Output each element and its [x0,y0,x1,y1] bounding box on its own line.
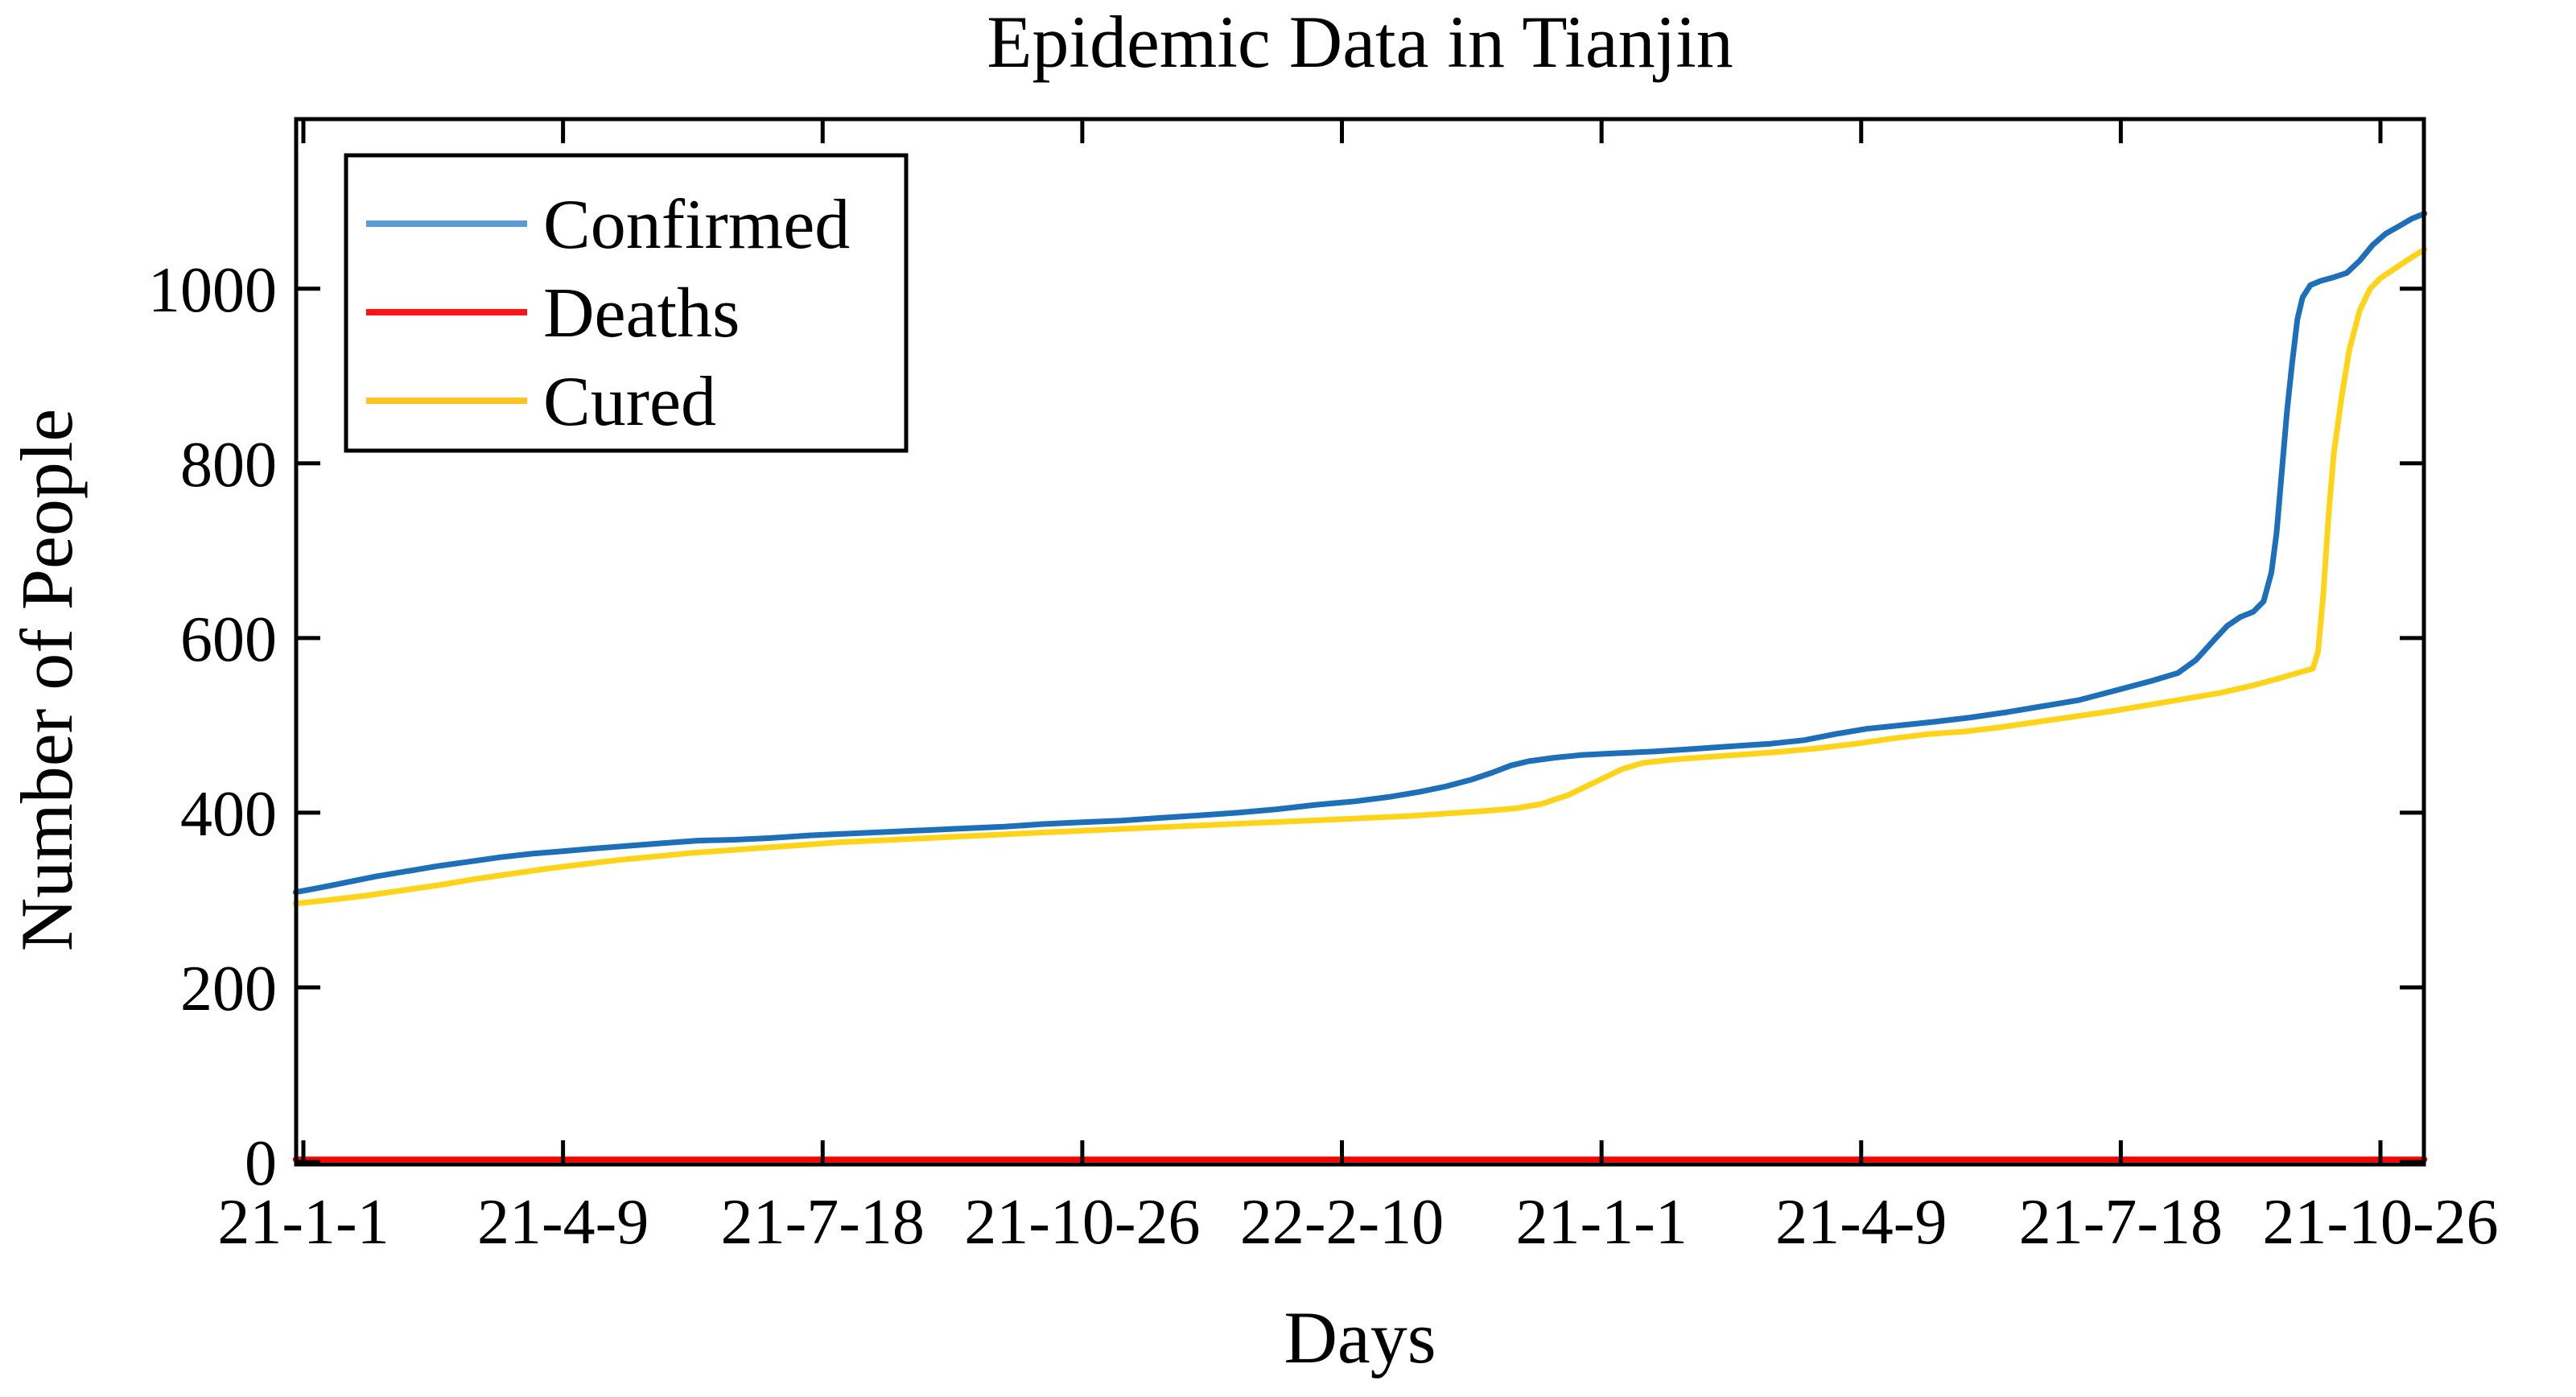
x-tick-label: 21-1-1 [217,1187,389,1258]
axes [294,117,2426,1167]
plot-border [294,117,2426,1167]
x-tick-label: 21-4-9 [1775,1187,1947,1258]
series-line-confirmed [292,210,2428,896]
x-tick-label: 21-4-9 [477,1187,649,1258]
legend-label-confirmed: Confirmed [543,186,850,264]
x-tick-label: 21-7-18 [2019,1187,2223,1258]
x-tick-label: 21-10-26 [2262,1187,2498,1258]
y-tick-label: 0 [245,1128,277,1199]
x-tick-label: 21-10-26 [964,1187,1200,1258]
x-tick-label: 21-1-1 [1515,1187,1687,1258]
y-tick-label: 1000 [148,255,277,326]
x-axis-label: Days [1284,1296,1436,1378]
x-tick-label: 21-7-18 [721,1187,925,1258]
series-line-cured [292,246,2428,907]
chart-title: Epidemic Data in Tianjin [987,1,1733,83]
legend-label-deaths: Deaths [543,274,740,352]
tick-labels: 21-1-1 21-4-9 21-7-18 21-10-26 22-2-10 21-1-1… [148,255,2499,1258]
y-axis-label-text: Number of People [6,408,88,952]
y-tick-label: 800 [180,430,277,501]
legend-label-cured: Cured [543,363,716,441]
y-tick-label: 200 [180,954,277,1024]
y-tick-label: 400 [180,779,277,850]
legend: Confirmed Deaths Cured [344,153,909,453]
x-tick-label: 22-2-10 [1240,1187,1444,1258]
y-tick-label: 600 [180,604,277,675]
